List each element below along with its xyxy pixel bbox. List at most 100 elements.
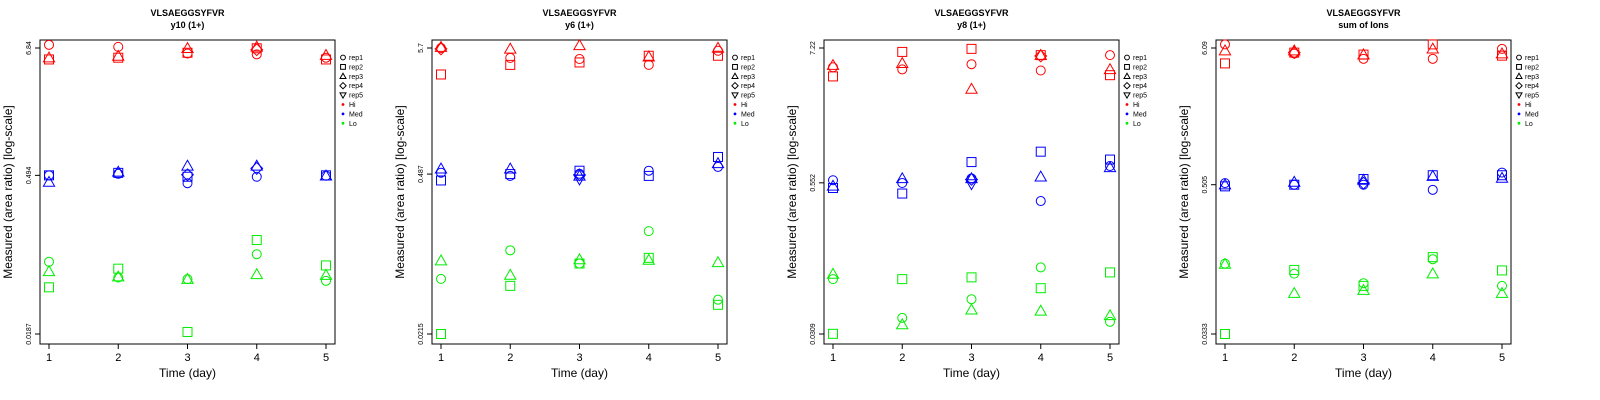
data-point-med-triangle-up [711,156,725,169]
legend-marker-rep4 [731,81,739,90]
data-point-med-triangle-up [895,171,909,184]
x-tick-label: 5 [1499,352,1505,364]
legend-label: Med [741,111,755,118]
legend-color-dot [341,112,345,116]
data-point-hi-triangle-up [1357,47,1370,60]
data-point-hi-circle [966,59,977,70]
data-point-lo-square [1497,265,1507,276]
data-point-hi-triangle-up [1103,62,1117,75]
legend-marker-rep2 [340,64,346,70]
data-point-med-square [966,157,977,168]
x-tick-label: 4 [1038,352,1044,364]
data-point-lo-triangle-up [42,264,56,277]
legend-color-dot [1517,121,1521,125]
data-point-lo-triangle-up [181,272,194,284]
data-point-med-triangle-down [965,179,978,191]
data-point-hi-square [897,46,908,57]
y-tick-label: 0.0215 [418,323,425,345]
data-point-med-circle [251,171,262,182]
legend-label: rep3 [1133,74,1147,81]
y-tick-label: 5.7 [418,43,425,53]
chart-title: VLSAEGGSYFVR [150,8,225,18]
legend-marker-rep1 [1516,54,1522,61]
chart-subtitle: y6 (1+) [565,20,594,30]
data-point-lo-square [113,263,124,274]
data-point-lo-triangle-up [711,255,725,268]
x-tick-label: 2 [1291,352,1297,364]
y-tick-label: 0.552 [810,174,817,192]
legend-marker-rep3 [1515,72,1523,80]
data-point-hi-circle [897,64,908,75]
plot-frame [1215,39,1512,345]
legend: rep1 rep2 rep3 rep4 rep5 Hi Med Lo [1123,54,1147,128]
data-point-hi-square [113,52,124,63]
data-point-lo-circle [897,312,908,323]
chart-panel-1: VLSAEGGSYFVR y10 (1+) 0.0187 0.494 6.84 1 2 3 4 5… [1,8,363,380]
data-point-med-triangle-up [1287,175,1301,187]
legend-marker-rep1 [1124,54,1130,61]
data-point-med-circle [1035,196,1046,207]
data-point-hi-triangle-up [1495,46,1509,59]
data-point-med-circle [713,161,723,172]
data-point-lo-circle [1427,254,1438,265]
data-point-lo-triangle-up [642,253,656,265]
data-point-hi-triangle-up [1034,48,1048,60]
data-point-med-triangle-up [1034,170,1048,182]
data-point-hi-circle [113,41,124,52]
x-tick-label: 1 [1222,352,1228,364]
data-point-hi-circle [1105,50,1115,61]
data-point-lo-triangle-up [573,252,586,265]
data-point-med-diamond [1356,176,1371,190]
data-point-med-triangle-up [1218,178,1232,190]
data-point-hi-square [713,50,723,61]
chart-panel-2: VLSAEGGSYFVR y6 (1+) 0.0215 0.487 5.7 1 2 3 4 5 Ti… [393,8,755,380]
plot-frame [823,39,1120,345]
legend-color-dot [1125,103,1129,106]
data-point-lo-triangle-up [895,317,909,330]
legend-label: Med [1525,111,1539,118]
x-tick-label: 3 [184,352,190,364]
legend-label: Lo [1525,121,1533,128]
data-point-med-triangle-up [42,175,56,187]
legend-label: rep5 [741,93,755,100]
legend-label: rep3 [741,74,755,81]
data-point-lo-triangle-up [250,267,264,280]
data-point-hi-square [1105,70,1115,81]
data-point-med-square [44,170,54,181]
data-point-lo-square [251,235,262,246]
legend-label: rep2 [349,64,363,71]
data-point-hi-diamond [250,43,264,57]
data-point-lo-circle [1035,262,1046,273]
data-point-lo-square [182,326,193,337]
data-point-hi-circle [1220,39,1230,50]
data-point-med-triangle-up [503,162,517,174]
data-point-hi-square [828,71,838,82]
data-point-lo-square [505,280,516,291]
data-point-lo-square [897,274,908,285]
x-tick-label: 4 [1430,352,1436,364]
data-point-hi-triangle-up [42,51,56,63]
y-tick-label: 0.0187 [26,323,33,345]
y-tick-label: 6.84 [26,41,33,55]
data-point-hi-triangle-up [503,42,517,54]
x-tick-label: 4 [646,352,652,364]
y-tick-label: 0.0333 [1202,323,1209,345]
data-point-lo-triangle-up [111,270,125,282]
legend-label: rep1 [349,55,363,62]
data-point-hi-triangle-up [826,58,840,70]
legend-marker-rep2 [1516,64,1522,70]
data-point-lo-square [828,328,838,339]
y-tick-label: 0.494 [26,166,33,184]
legend-label: rep4 [1133,83,1147,90]
plot-frame [39,39,336,345]
data-point-lo-square [643,252,654,263]
legend-label: Lo [1133,121,1141,128]
x-tick-label: 5 [1107,352,1113,364]
data-point-hi-square [436,69,446,80]
x-tick-label: 2 [507,352,513,364]
x-tick-label: 4 [254,352,260,364]
chart-title: VLSAEGGSYFVR [934,8,1009,18]
data-point-lo-square [1427,252,1438,263]
legend-marker-rep2 [732,64,738,70]
